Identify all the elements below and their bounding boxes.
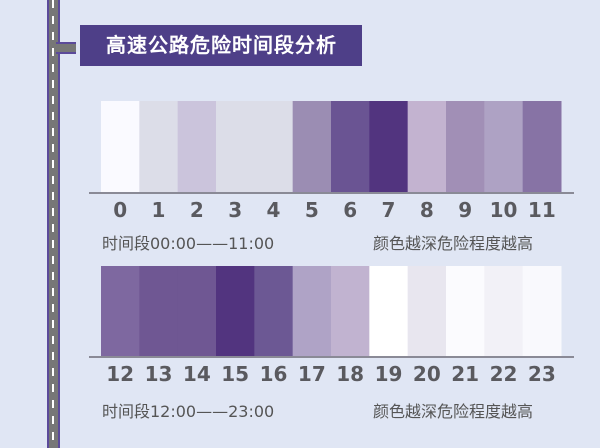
tick-label: 18 <box>336 362 365 386</box>
heat-cell-9 <box>446 101 485 193</box>
heat-cell-10 <box>484 101 524 193</box>
heat-cell-14 <box>177 266 217 357</box>
heat-cell-5 <box>292 101 332 193</box>
heat-cell-23 <box>522 266 562 357</box>
heat-cell-3 <box>216 101 255 193</box>
heat-cell-2 <box>177 101 217 193</box>
tick-label: 11 <box>527 198 556 222</box>
page-title: 高速公路危险时间段分析 <box>80 25 362 66</box>
heat-cell-11 <box>522 101 562 193</box>
heat-cell-22 <box>484 266 524 357</box>
tick-label: 17 <box>297 362 326 386</box>
tick-label: 15 <box>221 362 250 386</box>
heat-cell-18 <box>331 266 370 357</box>
heat-cell-15 <box>216 266 255 357</box>
heat-cell-6 <box>331 101 370 193</box>
road-branch-graphic <box>56 42 76 54</box>
tick-label: 21 <box>451 362 480 386</box>
tick-label: 23 <box>527 362 556 386</box>
tick-label: 1 <box>151 198 166 222</box>
tick-label: 10 <box>489 198 518 222</box>
legend-note-top: 颜色越深危险程度越高 <box>373 234 534 253</box>
heat-cell-16 <box>254 266 294 357</box>
heat-cell-8 <box>407 101 447 193</box>
tick-label: 22 <box>489 362 518 386</box>
caption-top: 时间段00:00——11:00 <box>102 234 275 253</box>
heat-cell-13 <box>139 266 179 357</box>
tick-label: 8 <box>419 198 434 222</box>
tick-label: 13 <box>144 362 173 386</box>
tick-label: 14 <box>182 362 211 386</box>
tick-label: 9 <box>458 198 473 222</box>
legend-note-bottom: 颜色越深危险程度越高 <box>373 402 534 421</box>
heat-cell-20 <box>407 266 447 357</box>
tick-label: 2 <box>189 198 204 222</box>
tick-label: 6 <box>343 198 358 222</box>
tick-label: 19 <box>374 362 403 386</box>
tick-label: 7 <box>381 198 396 222</box>
axis-line-bottom <box>89 356 574 358</box>
heat-cell-12 <box>101 266 140 357</box>
axis-line-top <box>89 192 574 194</box>
heat-cell-7 <box>369 101 409 193</box>
caption-bottom: 时间段12:00——23:00 <box>102 402 275 421</box>
tick-label: 12 <box>106 362 135 386</box>
tick-label: 16 <box>259 362 288 386</box>
tick-label: 3 <box>228 198 243 222</box>
tick-label: 0 <box>113 198 128 222</box>
tick-label: 4 <box>266 198 281 222</box>
road-graphic <box>47 0 60 448</box>
tick-label: 5 <box>304 198 319 222</box>
heat-cell-17 <box>292 266 332 357</box>
tick-label: 20 <box>412 362 441 386</box>
heat-cell-1 <box>139 101 179 193</box>
heat-cell-21 <box>446 266 485 357</box>
heat-cell-0 <box>101 101 140 193</box>
heat-cell-19 <box>369 266 409 357</box>
heat-cell-4 <box>254 101 294 193</box>
